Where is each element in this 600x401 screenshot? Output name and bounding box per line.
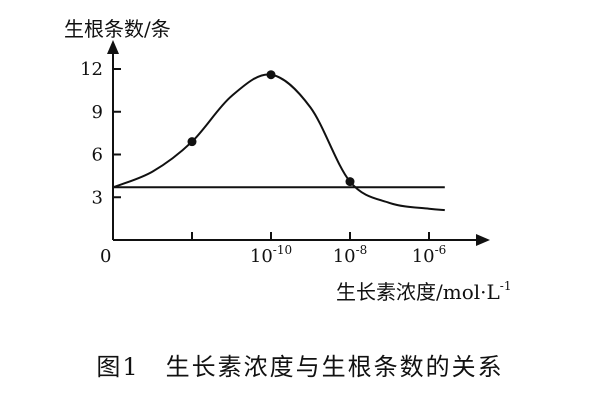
y-tick-label: 6 <box>92 145 103 166</box>
data-point <box>187 137 197 147</box>
x-axis-title: 生长素浓度/mol·L-1 <box>336 279 511 304</box>
data-points <box>187 70 355 187</box>
data-point <box>345 177 355 187</box>
tick-labels: 3 6 9 12 10-10 10-8 10-6 <box>80 59 446 267</box>
figure-caption: 图1 生长素浓度与生根条数的关系 <box>96 353 504 381</box>
y-tick-label: 12 <box>80 59 103 80</box>
y-tick-label: 9 <box>92 102 103 123</box>
data-point <box>266 70 276 80</box>
x-axis-title-main: 生长素浓度/mol·L <box>336 280 500 304</box>
x-tick-label: 10-8 <box>333 243 368 267</box>
x-axis-title-superscript: -1 <box>500 279 512 293</box>
x-axis-arrow-icon <box>476 234 490 246</box>
y-tick-label: 3 <box>92 187 103 208</box>
response-curve <box>112 73 445 212</box>
y-axis-title: 生根条数/条 <box>64 17 171 41</box>
x-tick-label: 10-6 <box>412 243 447 267</box>
origin-label: 0 <box>100 246 111 267</box>
y-axis-arrow-icon <box>107 40 119 54</box>
x-tick-label: 10-10 <box>250 243 292 267</box>
tick-marks <box>113 68 430 240</box>
